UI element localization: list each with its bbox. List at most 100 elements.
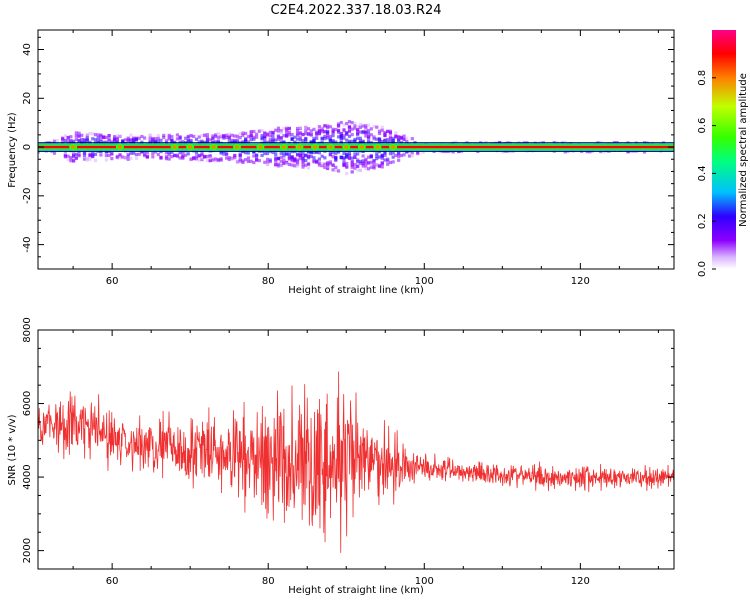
y-tick-label: 2000 bbox=[22, 538, 33, 563]
spectrogram-cell bbox=[93, 138, 98, 142]
spectrogram-cell bbox=[164, 157, 169, 161]
spectrogram-cell bbox=[287, 133, 291, 137]
spectrogram-cell bbox=[63, 138, 68, 143]
spectrogram-cell bbox=[167, 151, 171, 155]
spectrogram-cell bbox=[227, 157, 231, 162]
spectrogram-cell bbox=[260, 153, 264, 158]
spectrogram-cell bbox=[148, 133, 152, 137]
spectrogram-cell bbox=[353, 152, 357, 157]
spectrogram-cell bbox=[132, 140, 136, 144]
spectrogram-cell bbox=[295, 131, 300, 135]
spectrogram-cell bbox=[287, 154, 291, 158]
spectrogram-cell bbox=[298, 136, 302, 140]
spectrogram-cell bbox=[107, 139, 111, 143]
colorbar-tick-label: 0.6 bbox=[697, 118, 708, 134]
spectrogram-cell bbox=[159, 138, 163, 142]
spectrogram-cell bbox=[96, 136, 100, 140]
spectrogram-cell bbox=[383, 131, 387, 135]
spectrogram-cell bbox=[334, 155, 338, 159]
spectrogram-cell bbox=[361, 154, 365, 158]
spectrogram-cell bbox=[170, 150, 174, 154]
spectrogram-cell bbox=[238, 135, 242, 140]
spectrogram-cell bbox=[386, 162, 390, 166]
spectrogram-cell bbox=[317, 125, 322, 129]
spectrogram-cell bbox=[118, 154, 122, 158]
spectrogram-cell bbox=[91, 137, 95, 141]
spectrogram-cell bbox=[394, 153, 398, 158]
spectrogram-cell bbox=[350, 121, 354, 125]
x-tick-label: 80 bbox=[262, 576, 275, 587]
spectrogram-cell bbox=[74, 131, 78, 135]
spectrogram-cell bbox=[263, 131, 267, 135]
spectrogram-cell bbox=[328, 137, 332, 141]
spectrogram-cell bbox=[334, 151, 338, 155]
spectrogram-cell bbox=[317, 151, 322, 155]
spectrogram-cell bbox=[276, 162, 281, 166]
spectrogram-cell bbox=[397, 158, 401, 162]
spectrogram-cell bbox=[282, 134, 286, 138]
spectrogram-cell bbox=[361, 159, 365, 163]
spectrogram-cell bbox=[383, 151, 387, 155]
spectrogram-cell bbox=[306, 127, 311, 131]
spectrogram-cell bbox=[309, 132, 313, 136]
spectrogram-cell bbox=[162, 135, 166, 140]
spectrogram-cell bbox=[323, 134, 327, 138]
spectrogram-cell bbox=[63, 153, 68, 157]
spectrogram-cell bbox=[52, 151, 57, 155]
spectrogram-cell bbox=[205, 136, 210, 140]
spectrogram-cell bbox=[88, 152, 92, 156]
spectrogram-cell bbox=[369, 133, 373, 137]
spectrogram-cell bbox=[301, 154, 305, 158]
spectrogram-cell bbox=[134, 156, 139, 160]
spectrogram-cell bbox=[197, 140, 201, 144]
spectrogram-cell bbox=[271, 137, 275, 142]
spectrogram-cell bbox=[317, 157, 322, 161]
spectrogram-cell bbox=[268, 140, 272, 144]
spectrogram-cell bbox=[208, 138, 212, 142]
spectrogram-cell bbox=[197, 154, 201, 158]
spectrogram-cell bbox=[263, 151, 267, 156]
spectrogram-cell bbox=[626, 150, 630, 154]
spectrogram-cell bbox=[252, 135, 256, 139]
spectrogram-cell bbox=[140, 140, 144, 144]
spectrogram-cell bbox=[342, 160, 346, 164]
spectrogram-cell bbox=[380, 128, 384, 132]
spectrogram-cell bbox=[249, 134, 253, 138]
spectrogram-cell bbox=[336, 169, 341, 173]
spectrogram-cell bbox=[298, 131, 302, 135]
spectrogram-cell bbox=[377, 155, 382, 159]
spectrogram-cell bbox=[380, 165, 384, 169]
spectrogram-cell bbox=[279, 164, 283, 168]
spectrogram-cell bbox=[200, 156, 204, 160]
spectrogram-cell bbox=[205, 155, 210, 159]
spectrogram-cell bbox=[380, 125, 384, 129]
spectrogram-cell bbox=[126, 138, 130, 142]
spectrogram-cell bbox=[407, 154, 412, 158]
spectrogram-cell bbox=[252, 137, 256, 141]
spectrogram-hot-core bbox=[297, 145, 302, 149]
spectrogram-cell bbox=[410, 137, 414, 141]
colorbar-label: Normalized spectral amplitude bbox=[738, 73, 749, 227]
spectrogram-cell bbox=[356, 125, 360, 129]
spectrogram-cell bbox=[353, 126, 357, 130]
spectrogram-cell bbox=[336, 128, 341, 133]
spectrogram-cell bbox=[336, 122, 341, 126]
spectrogram-cell bbox=[74, 134, 78, 138]
spectrogram-cell bbox=[252, 129, 256, 134]
spectrogram-cell bbox=[375, 137, 379, 141]
spectrogram-cell bbox=[347, 120, 352, 124]
spectrogram-cell bbox=[265, 160, 270, 165]
spectrogram-cell bbox=[306, 150, 311, 154]
spectrogram-cell bbox=[386, 129, 390, 134]
spectrogram-cell bbox=[38, 150, 40, 154]
spectrogram-cell bbox=[320, 125, 324, 130]
spectrogram-cell bbox=[315, 160, 319, 164]
spectrogram-cell bbox=[282, 151, 286, 155]
spectrogram-cell bbox=[358, 125, 362, 129]
spectrogram-cell bbox=[358, 122, 362, 127]
spectrogram-cell bbox=[287, 130, 291, 135]
spectrogram-cell bbox=[265, 157, 270, 161]
spectrogram-cell bbox=[342, 123, 346, 127]
spectrogram-cell bbox=[364, 130, 368, 134]
spectrogram-cell bbox=[104, 150, 108, 154]
